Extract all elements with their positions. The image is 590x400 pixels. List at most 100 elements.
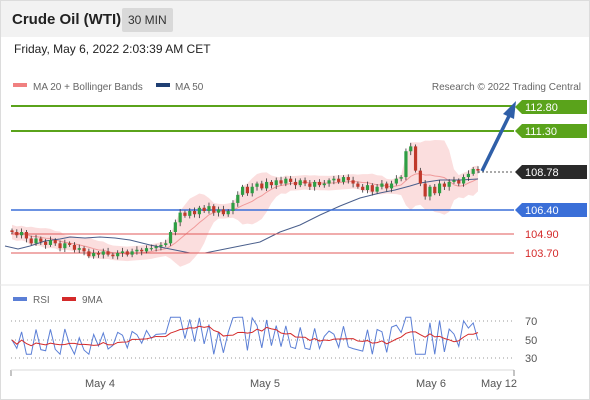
rsi-line <box>11 316 479 356</box>
projection-arrow-head <box>503 101 516 119</box>
rsi-ma-line <box>11 325 479 347</box>
bearish-candle <box>202 207 206 211</box>
bearish-candle <box>317 181 322 186</box>
bearish-candle <box>269 181 274 186</box>
rsi-ma-legend-swatch <box>62 297 76 301</box>
bearish-candle <box>44 241 48 245</box>
bearish-candle <box>96 253 101 255</box>
bearish-candle <box>192 211 197 215</box>
bullish-candle <box>101 251 105 255</box>
bollinger-legend-label: MA 20 + Bollinger Bands <box>33 82 143 93</box>
bearish-candle <box>111 254 115 257</box>
ma50-line <box>4 178 479 254</box>
bullish-candle <box>375 186 379 192</box>
bullish-candle <box>298 180 302 186</box>
bullish-candle <box>188 211 192 216</box>
x-tick-label: May 6 <box>416 378 446 390</box>
bullish-candle <box>380 183 384 187</box>
level-label-112-80: 112.80 <box>515 100 587 114</box>
level-label-104-90: 104.90 <box>525 229 559 241</box>
x-tick-label: May 12 <box>481 378 517 390</box>
bearish-candle <box>308 183 312 187</box>
bullish-candle <box>130 251 134 255</box>
timestamp: Friday, May 6, 2022 2:03:39 AM CET <box>14 42 211 56</box>
bearish-candle <box>293 181 298 186</box>
bullish-candle <box>164 243 168 245</box>
bullish-candle <box>399 177 403 179</box>
bearish-candle <box>125 251 129 255</box>
bearish-candle <box>457 180 461 184</box>
bullish-candle <box>144 248 149 252</box>
bullish-candle <box>265 181 269 189</box>
bearish-candle <box>361 186 365 190</box>
bullish-candle <box>20 232 24 236</box>
bearish-candle <box>346 177 350 181</box>
ma50-legend-label: MA 50 <box>175 82 204 93</box>
bearish-candle <box>260 183 264 189</box>
rsi-legend-swatch <box>13 297 27 301</box>
bullish-candle <box>236 194 240 203</box>
bullish-candle <box>226 211 230 215</box>
bullish-candle <box>274 180 278 186</box>
bearish-candle <box>351 180 355 184</box>
bearish-candle <box>87 251 91 257</box>
bullish-candle <box>284 178 288 184</box>
bullish-candle <box>178 212 182 223</box>
level-label-text: 106.40 <box>525 205 559 217</box>
bullish-candle <box>116 253 120 257</box>
bullish-candle <box>404 151 408 178</box>
bullish-candle <box>409 146 413 152</box>
bullish-candle <box>452 180 456 182</box>
rsi-legend-label: RSI <box>33 295 50 306</box>
bullish-candle <box>313 181 317 187</box>
bullish-candle <box>428 186 432 197</box>
copyright-text: Research © 2022 Trading Central <box>432 82 581 93</box>
bearish-candle <box>370 185 374 192</box>
bollinger-band <box>12 139 478 267</box>
bearish-candle <box>337 178 341 182</box>
bearish-candle <box>140 249 144 252</box>
bearish-candle <box>82 248 86 252</box>
timeframe-badge[interactable]: 30 MIN <box>122 8 173 32</box>
bullish-candle <box>231 202 235 211</box>
candlesticks <box>10 142 480 260</box>
bearish-candle <box>15 232 19 236</box>
bullish-candle <box>154 246 158 249</box>
bullish-candle <box>197 207 201 215</box>
bullish-candle <box>365 185 370 190</box>
bearish-candle <box>413 146 418 171</box>
bearish-candle <box>423 183 427 197</box>
bearish-candle <box>221 209 225 215</box>
bearish-candle <box>476 169 480 171</box>
ma20-line <box>11 173 479 255</box>
level-label-106-40: 106.40 <box>515 203 587 217</box>
bullish-candle <box>48 240 53 245</box>
bearish-candle <box>24 232 29 239</box>
bearish-candle <box>29 238 33 244</box>
bullish-candle <box>250 186 254 194</box>
bullish-candle <box>332 178 336 181</box>
bullish-candle <box>447 181 451 187</box>
bullish-candle <box>389 183 394 189</box>
bollinger-legend-swatch <box>13 83 27 87</box>
bullish-candle <box>168 232 173 244</box>
bullish-candle <box>120 251 125 253</box>
x-tick-label: May 4 <box>85 378 115 390</box>
bearish-candle <box>183 212 187 216</box>
bearish-candle <box>58 243 62 249</box>
bearish-candle <box>433 186 437 194</box>
bullish-candle <box>341 177 346 182</box>
bullish-candle <box>394 178 398 184</box>
bullish-candle <box>149 248 153 250</box>
rsi-tick-50: 50 <box>525 335 537 347</box>
bearish-candle <box>289 178 293 182</box>
bullish-candle <box>34 238 38 244</box>
rsi-tick-70: 70 <box>525 316 537 328</box>
bearish-candle <box>303 180 307 184</box>
bearish-candle <box>418 170 422 184</box>
level-label-text: 111.30 <box>525 126 557 138</box>
bullish-candle <box>255 183 259 187</box>
bullish-candle <box>63 243 67 249</box>
